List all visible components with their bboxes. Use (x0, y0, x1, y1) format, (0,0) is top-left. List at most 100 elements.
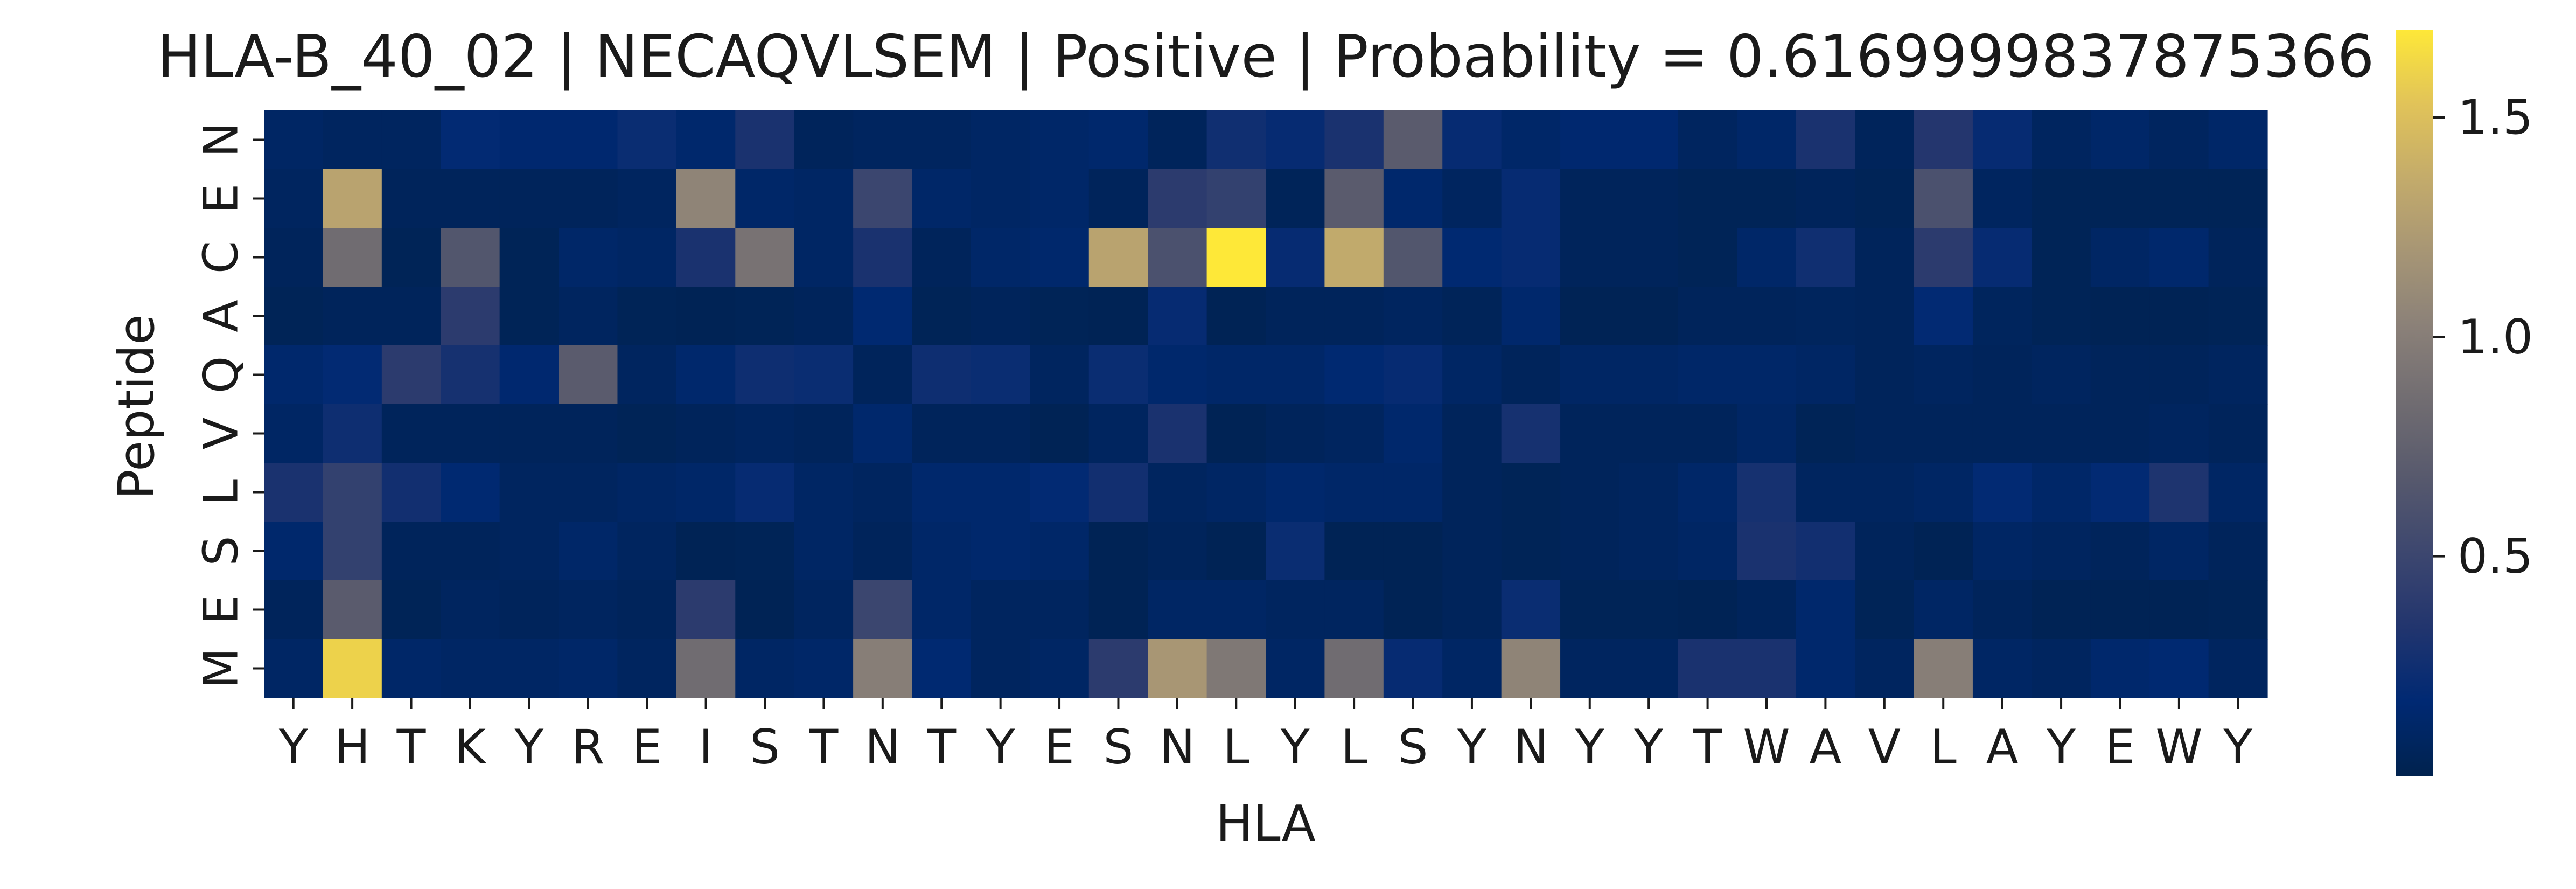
heatmap-cell (1148, 228, 1207, 287)
heatmap-cell (1560, 287, 1620, 346)
heatmap-cell (676, 169, 736, 228)
heatmap-cell (912, 110, 972, 170)
heatmap-cell (499, 287, 559, 346)
heatmap-cell (1796, 580, 1855, 640)
heatmap-cell (499, 404, 559, 463)
heatmap-cell (1383, 404, 1443, 463)
heatmap-cell (735, 463, 795, 522)
heatmap-cell (1560, 169, 1620, 228)
heatmap-cell (912, 345, 972, 405)
heatmap-cell (853, 169, 913, 228)
x-tick-label: Y (1457, 719, 1486, 775)
x-tick-label: S (1398, 719, 1428, 775)
heatmap-cell (1088, 639, 1148, 698)
heatmap-cell (1206, 404, 1266, 463)
heatmap-cell (2149, 404, 2209, 463)
x-tick-label: Y (986, 719, 1015, 775)
heatmap-cell (2149, 287, 2209, 346)
heatmap-cell (2090, 169, 2150, 228)
heatmap-cell (1383, 287, 1443, 346)
heatmap-cell (971, 639, 1030, 698)
heatmap-cell (1206, 580, 1266, 640)
heatmap-cell (1206, 228, 1266, 287)
heatmap-cell (499, 463, 559, 522)
heatmap-cell (1678, 463, 1737, 522)
heatmap-cell (1678, 639, 1737, 698)
heatmap-cell (1266, 639, 1325, 698)
heatmap-cell (1442, 287, 1502, 346)
heatmap-cell (1678, 580, 1737, 640)
x-tick-label: W (1743, 719, 1790, 775)
heatmap-cell (2149, 639, 2209, 698)
heatmap-cell (617, 463, 677, 522)
y-tick-label: N (193, 122, 249, 158)
heatmap-cell (1383, 580, 1443, 640)
heatmap-cell (1088, 169, 1148, 228)
heatmap-cell (2090, 287, 2150, 346)
heatmap-cell (676, 110, 736, 170)
heatmap-cell (1560, 404, 1620, 463)
heatmap-cell (912, 169, 972, 228)
heatmap-cell (1737, 580, 1797, 640)
y-tick-label: E (193, 184, 249, 214)
heatmap-cell (1737, 345, 1797, 405)
heatmap-cell (1324, 169, 1384, 228)
heatmap-cell (441, 522, 500, 581)
heatmap-cell (441, 110, 500, 170)
heatmap-cell (1030, 639, 1090, 698)
heatmap-cell (1560, 345, 1620, 405)
heatmap-cell (1560, 639, 1620, 698)
heatmap-cell (1560, 580, 1620, 640)
heatmap-cell (1678, 522, 1737, 581)
heatmap-cell (1206, 169, 1266, 228)
heatmap-cell (853, 580, 913, 640)
heatmap-cell (676, 639, 736, 698)
heatmap-cell (1206, 110, 1266, 170)
heatmap-cell (676, 580, 736, 640)
heatmap-cell (1972, 287, 2032, 346)
heatmap-cell (323, 345, 382, 405)
heatmap-cell (1442, 110, 1502, 170)
heatmap-cell (617, 169, 677, 228)
x-tick-label: Y (2223, 719, 2252, 775)
heatmap-cell (1796, 287, 1855, 346)
heatmap-cell (1796, 463, 1855, 522)
heatmap-cell (1206, 639, 1266, 698)
heatmap-cell (971, 463, 1030, 522)
heatmap-cell (735, 345, 795, 405)
heatmap-cell (735, 169, 795, 228)
colorbar-ticks: 0.5 1.0 1.5 (2433, 89, 2533, 584)
heatmap-cell (1560, 522, 1620, 581)
heatmap-cell (1619, 580, 1679, 640)
heatmap-cell (1501, 639, 1561, 698)
heatmap-cell (381, 345, 441, 405)
heatmap-cell (2032, 639, 2091, 698)
y-tick-label: L (193, 479, 249, 505)
heatmap-cell (912, 287, 972, 346)
heatmap-cell (441, 169, 500, 228)
heatmap-cell (1088, 404, 1148, 463)
heatmap-cell (264, 580, 324, 640)
heatmap-cell (1678, 345, 1737, 405)
heatmap-cell (676, 522, 736, 581)
heatmap-cell (1914, 404, 1973, 463)
heatmap-cell (2149, 522, 2209, 581)
heatmap-cell (559, 110, 618, 170)
heatmap-cell (853, 522, 913, 581)
heatmap-cell (1442, 404, 1502, 463)
y-tick-label: M (193, 648, 249, 689)
heatmap-cell (559, 580, 618, 640)
heatmap-cell (264, 639, 324, 698)
heatmap-cell (1501, 522, 1561, 581)
heatmap-cell (735, 228, 795, 287)
heatmap-cell (1678, 110, 1737, 170)
heatmap-cell (2032, 287, 2091, 346)
heatmap-cell (323, 463, 382, 522)
heatmap-cell (794, 287, 854, 346)
heatmap-cell (2208, 522, 2268, 581)
heatmap-cell (1619, 228, 1679, 287)
heatmap-cell (1619, 522, 1679, 581)
heatmap-cell (2032, 345, 2091, 405)
heatmap-cell (1030, 287, 1090, 346)
